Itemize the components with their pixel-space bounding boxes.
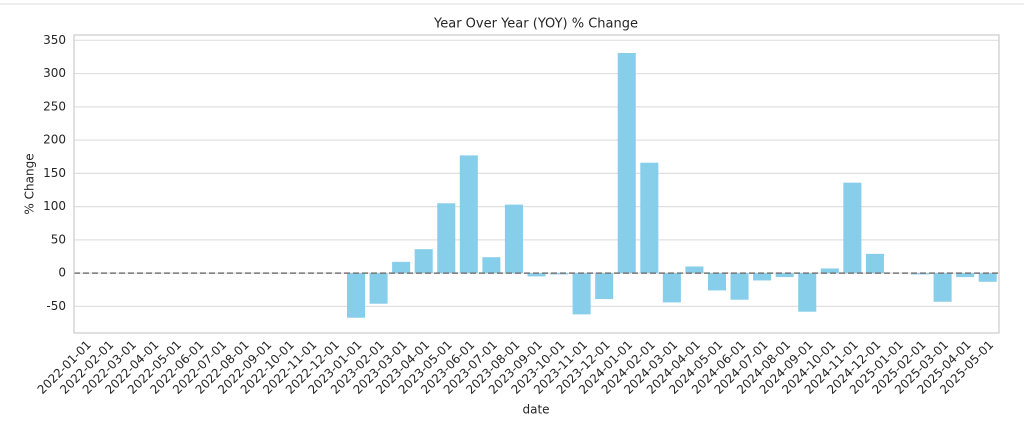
bar [459, 155, 478, 274]
y-tick-label: 250 [43, 99, 66, 113]
bar [685, 266, 704, 274]
y-tick-label: 0 [58, 266, 66, 280]
bar [504, 204, 523, 274]
bar [527, 273, 546, 277]
bar [595, 273, 614, 300]
bar [820, 268, 839, 274]
bar [617, 52, 636, 274]
bar [369, 273, 388, 304]
bar [707, 273, 727, 291]
y-tick-label: 200 [43, 133, 66, 147]
bar [640, 162, 659, 274]
y-tick-label: 50 [51, 232, 66, 246]
y-axis-label: % Change [23, 153, 37, 214]
y-tick-label: 150 [43, 166, 66, 180]
bar [482, 257, 501, 274]
y-tick-label: 100 [43, 199, 66, 213]
bar [798, 273, 817, 312]
bar [414, 249, 433, 274]
bar [978, 273, 997, 282]
bar [956, 273, 975, 278]
bar [437, 203, 456, 274]
y-tick-label: -50 [46, 299, 66, 313]
bar [753, 273, 772, 281]
y-tick-label: 300 [43, 66, 66, 80]
bar [775, 273, 794, 278]
bar [662, 273, 681, 303]
y-tick-label: 350 [43, 33, 66, 47]
x-axis-label: date [522, 403, 549, 417]
bar [933, 273, 952, 302]
bar [843, 182, 862, 274]
bar [550, 273, 569, 275]
plot-frame [73, 34, 1000, 334]
bar [392, 261, 411, 274]
bar [572, 273, 591, 315]
chart-title: Year Over Year (YOY) % Change [433, 17, 638, 32]
bar [730, 273, 749, 300]
bar [346, 273, 366, 318]
bar [865, 253, 884, 274]
